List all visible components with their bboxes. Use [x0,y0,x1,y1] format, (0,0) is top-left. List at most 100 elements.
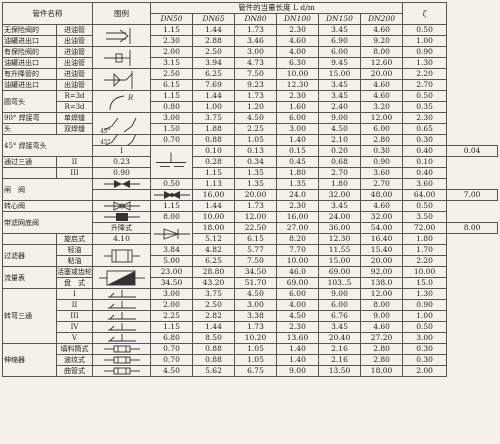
equiv-length-value: 20.00 [359,255,404,267]
fitting-name: 有升降管的 [2,68,57,80]
equiv-length-value: 10.20 [234,332,277,344]
fitting-name: 无保险阀的 [2,24,57,36]
equiv-length-value: 11.55 [318,244,361,256]
fitting-subtype: III [56,310,93,322]
table-row: IV 1.15 1.44 1.73 2.30 3.45 4.60 0.50 [3,321,498,333]
equiv-length-value: 1.73 [234,321,277,333]
fitting-subtype: 波纹式 [56,354,93,366]
equiv-length-value: 4.00 [276,299,319,311]
equiv-length-value: 46.0 [276,266,319,278]
zeta-value: 15.0 [402,277,448,289]
tank-riser-icon [92,68,151,91]
tank-inlet-icon [92,24,151,47]
equiv-length-value: 32.00 [318,189,361,201]
tee-branch-icon [92,299,151,311]
zeta-value: 0.30 [402,134,448,146]
table-row: 16.00 20.00 24.0 32.00 48.00 64.00 7.00 [3,189,498,201]
fitting-subtype [92,189,151,201]
equiv-length-value: 0.20 [318,145,361,157]
equiv-length-value: 9.45 [318,57,361,69]
equiv-length-value: 0.70 [150,354,193,366]
table-row: 盘 式 34.50 43.20 51.70 69.00 103..5 138.0 15.0 [3,277,498,289]
header-dn: DN100 [276,13,319,25]
equiv-length-value: 6.00 [276,288,319,300]
gate-valve-icon [92,178,151,190]
equiv-length-value: 0.34 [234,156,277,168]
equiv-length-value: 5.00 [150,255,193,267]
zeta-value: 0.10 [402,156,448,168]
fitting-name: 伸缩器 [2,343,57,377]
equiv-length-value: 4.50 [234,288,277,300]
equiv-length-value: 20.00 [234,189,277,201]
equiv-length-value: 54.00 [359,222,404,234]
zeta-value: 0.04 [446,145,498,157]
equiv-length-value: 3.15 [150,57,193,69]
equiv-length-value: 2.80 [359,343,404,355]
fitting-subtype: V [56,332,93,344]
equiv-length-value: 9.23 [234,79,277,91]
equiv-length-value: 43.20 [192,277,235,289]
header-dn: DN50 [150,13,193,25]
fitting-subtype: 单焊缝 [56,112,93,124]
fitting-subtype: 出油管 [56,35,93,47]
equiv-length-value: 6.15 [234,233,277,245]
equiv-length-value: 4.60 [359,90,404,102]
equiv-length-value: 6.90 [318,35,361,47]
fitting-name: 有保险阀的 [2,46,57,58]
equiv-length-value: 34.50 [234,266,277,278]
equiv-length-value: 2.16 [318,343,361,355]
equiv-length-value: 3.00 [150,288,193,300]
equiv-length-value: 1.88 [192,123,235,135]
equiv-length-value: 4.82 [192,244,235,256]
table-row: 油罐进出口 出油管 2.30 2.88 3.46 4.60 6.90 9.20 1.00 [2,35,498,47]
fitting-name: 通过三通 [2,156,57,168]
fitting-subtype: 出油管 [56,79,93,91]
fitting-name: 油罐进出口 [2,79,57,91]
equiv-length-value: 1.13 [192,178,235,190]
fitting-name: 过滤器 [2,244,57,267]
equiv-length-value: 0.90 [92,167,151,179]
table-row: 有保险阀的 进油管 2.00 2.50 3.00 4.00 6.00 8.00 0.90 [2,46,498,69]
table-row: 旋启式 4.10 5.12 6.15 8.20 12.30 16.40 1.80 [2,233,498,245]
equiv-length-value: 4.73 [234,57,277,69]
equiv-length-value: 1.00 [192,101,235,113]
equiv-length-value: 0.68 [318,156,361,168]
equiv-length-value: 0.15 [276,145,319,157]
fitting-name [2,167,57,179]
equiv-length-value: 2.30 [276,200,319,212]
zeta-value: 1.30 [402,57,448,69]
equiv-length-value: 2.00 [150,299,193,311]
equiv-length-value: 1.40 [276,134,319,146]
equiv-length-value: 3.00 [276,123,319,135]
equiv-length-value: 8.00 [359,46,404,58]
fitting-name: 油罐进出口 [2,57,57,69]
fitting-subtype: 轻油 [56,244,93,256]
svg-text:45°: 45° [100,128,111,134]
svg-text:45°: 45° [100,139,111,145]
equiv-length-value: 0.23 [92,156,151,168]
equiv-length-value: 34.50 [150,277,193,289]
equiv-length-value: 4.50 [276,310,319,322]
equiv-length-value: 3.45 [318,321,361,333]
zeta-value: 3.60 [402,178,448,190]
equiv-length-value: 6.80 [150,332,193,344]
equiv-length-value: 10.00 [276,255,319,267]
equiv-length-value: 4.60 [359,200,404,212]
equiv-length-value: 0.50 [150,178,193,190]
fitting-name: 圆弯头 [2,90,57,113]
equiv-length-value: 2.30 [276,321,319,333]
zeta-value: 1.80 [402,233,448,245]
equiv-length-value: 2.70 [318,167,361,179]
equiv-length-value: 27.20 [359,332,404,344]
zeta-value: 2.00 [402,365,448,377]
equiv-length-value: 5.12 [192,233,235,245]
equiv-length-value: 0.88 [192,343,235,355]
equiv-length-value: 3.45 [318,79,361,91]
equiv-length-value: 20.40 [318,332,361,344]
equiv-length-value: 2.25 [150,310,193,322]
table-row: 过滤器 轻油 3.84 4.82 5.77 7.70 11.55 15.40 1.70 [2,244,498,267]
equiv-length-value: 103..5 [318,277,361,289]
equiv-length-value: 3.45 [318,24,361,36]
equiv-length-value: 1.20 [234,101,277,113]
equiv-length-value: 15.40 [359,244,404,256]
